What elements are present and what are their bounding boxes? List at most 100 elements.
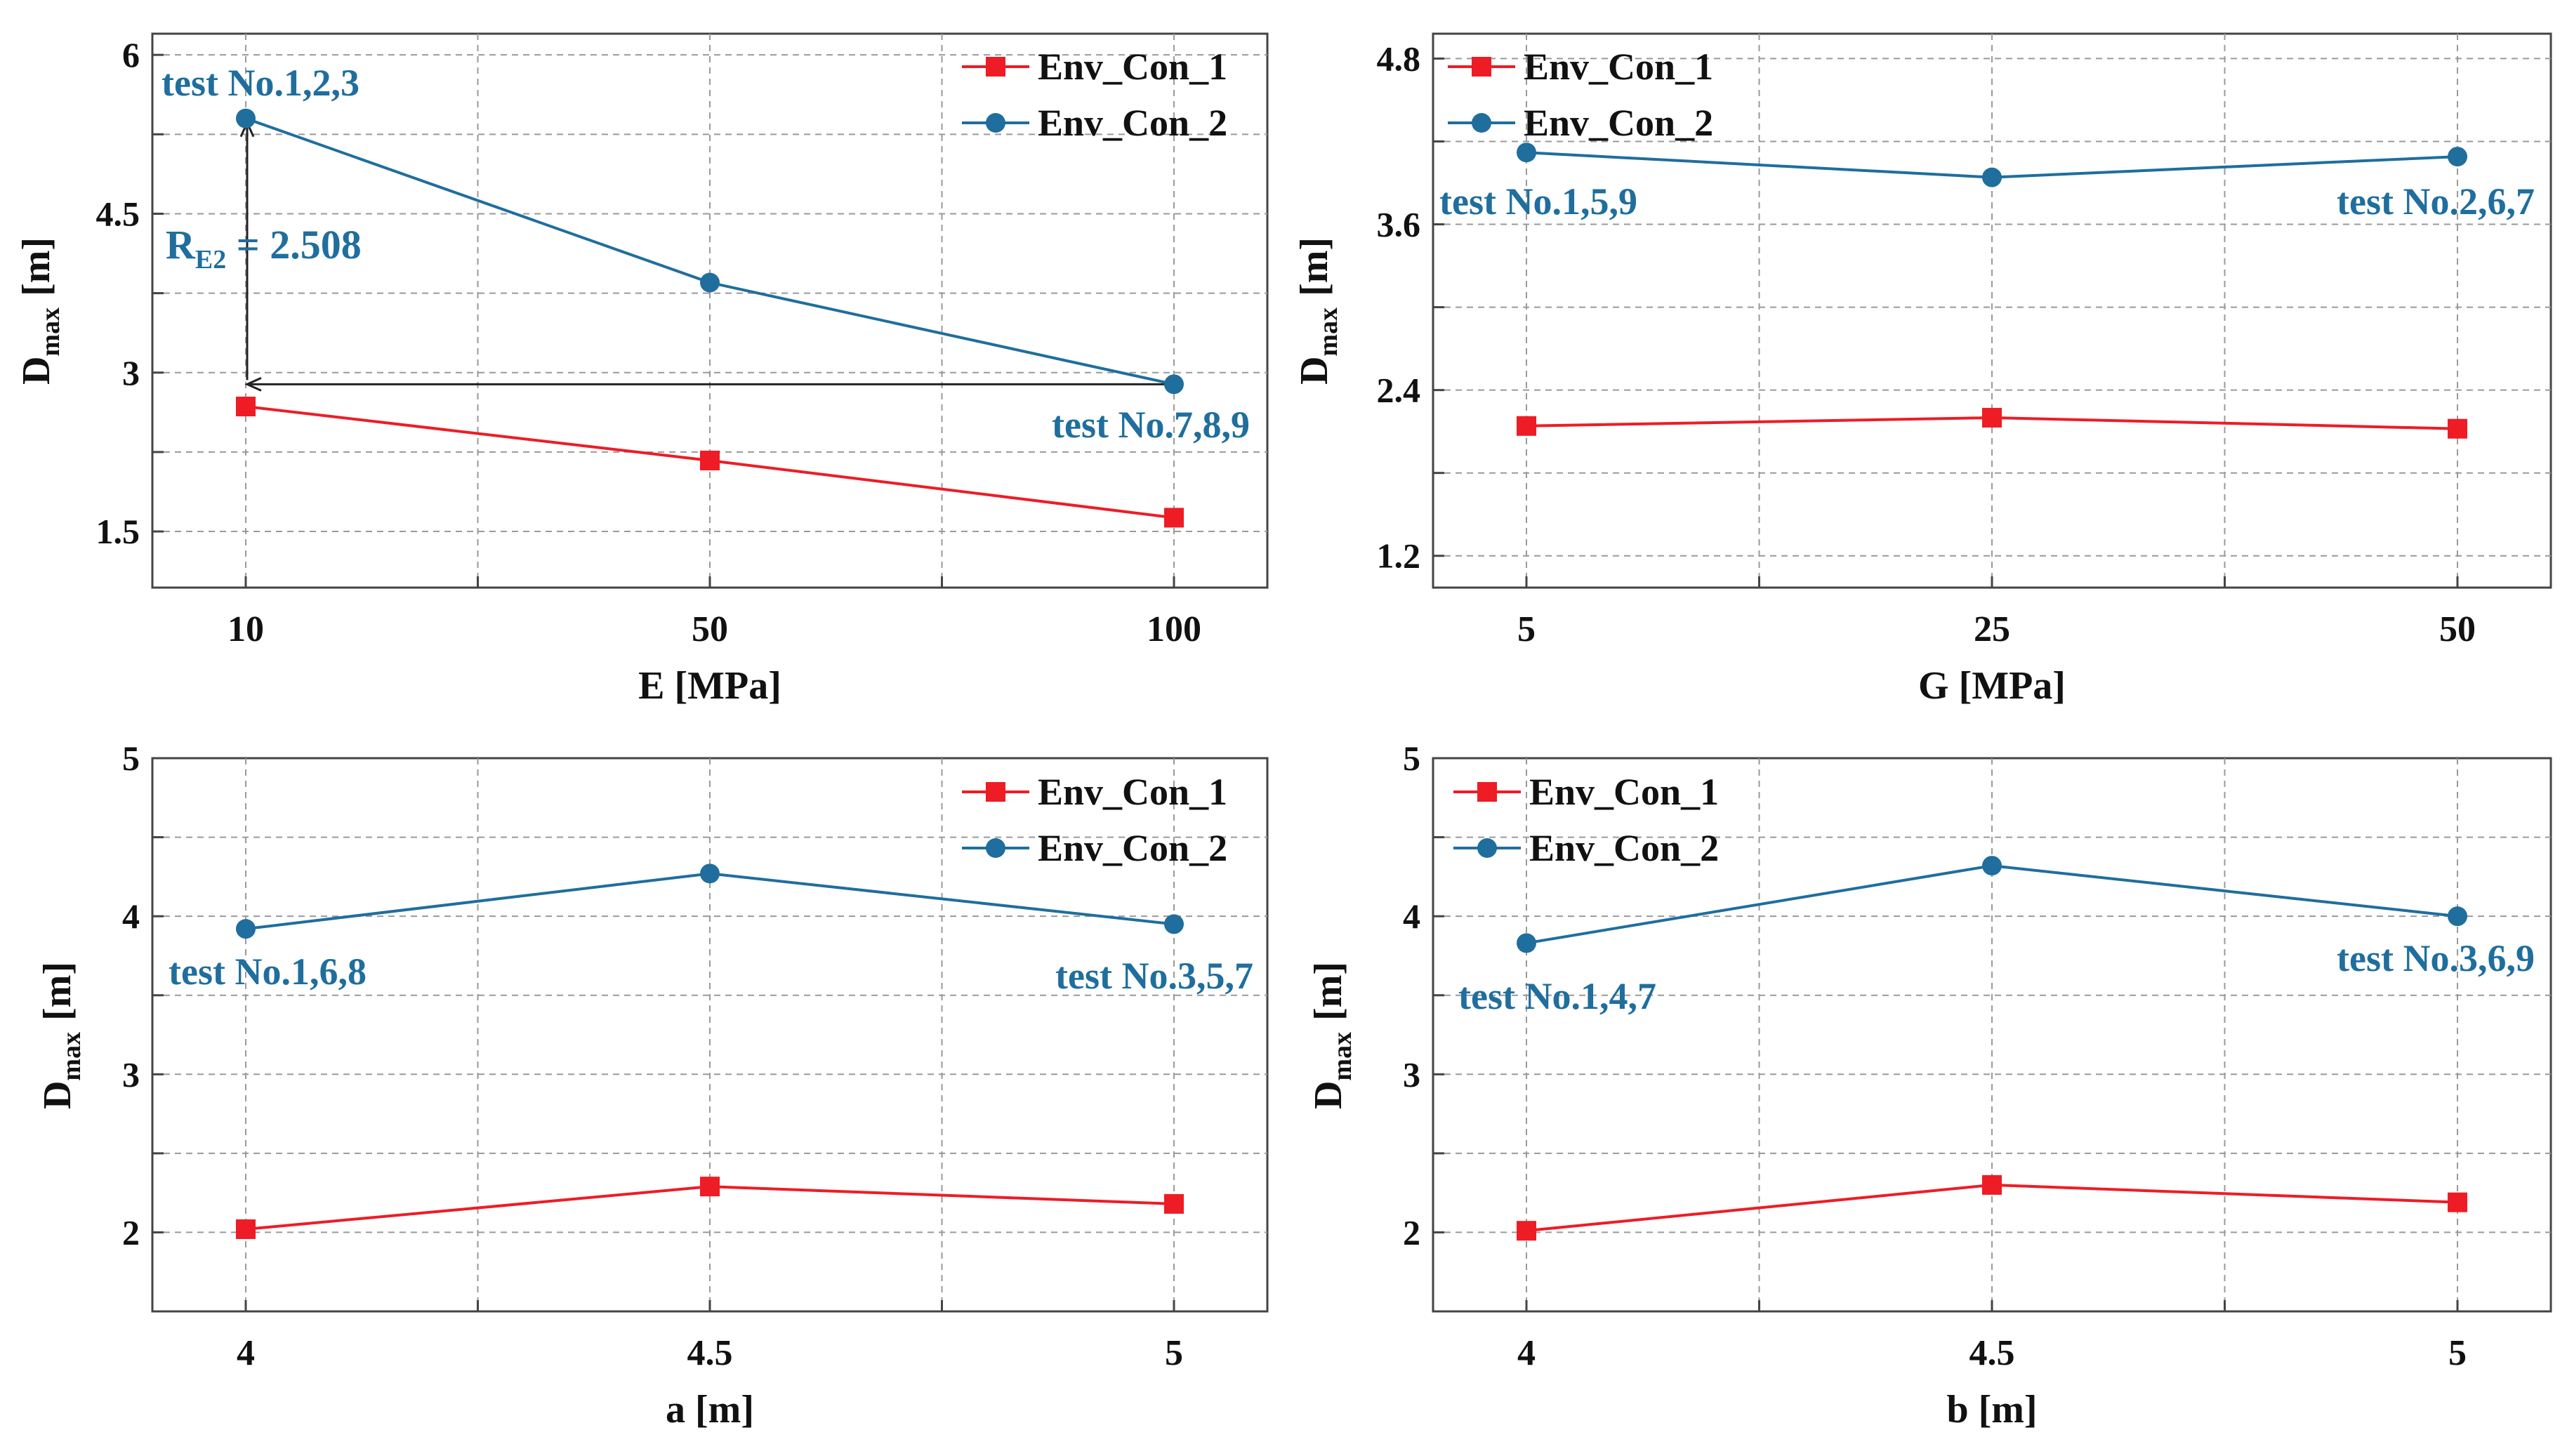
range-label: RE2 = 2.508: [166, 222, 362, 274]
x-tick-label: 4.5: [687, 1333, 733, 1373]
x-tick-label: 4.5: [1969, 1333, 2015, 1373]
y-axis-label-unit: [m]: [1307, 962, 1350, 1021]
data-point-square: [700, 1177, 720, 1197]
legend-marker-square: [1477, 782, 1497, 802]
y-tick-label: 5: [122, 739, 140, 778]
data-point-square: [1164, 508, 1184, 528]
data-point-square: [700, 450, 720, 470]
legend-label: Env_Con_2: [1524, 102, 1713, 144]
y-tick-label: 2.4: [1377, 371, 1421, 410]
range-label-main: R: [166, 222, 196, 267]
y-axis-label-main: D: [36, 1081, 79, 1109]
range-label-sub: E2: [195, 245, 226, 274]
y-axis-label-unit: [m]: [36, 962, 79, 1021]
data-point-circle: [1982, 167, 2002, 187]
data-point-square: [1982, 407, 2002, 428]
x-tick-label: 100: [1147, 609, 1201, 649]
data-point-circle: [1982, 856, 2002, 876]
y-tick-label: 3.6: [1377, 205, 1421, 244]
legend-marker-circle: [986, 838, 1005, 858]
legend-label: Env_Con_1: [1038, 46, 1227, 88]
data-point-circle: [236, 108, 256, 128]
y-tick-label: 4.5: [96, 194, 140, 233]
y-tick-label: 1.2: [1377, 536, 1421, 576]
y-axis-label-sub: max: [1328, 1032, 1357, 1081]
data-point-circle: [700, 863, 720, 884]
data-point-square: [236, 397, 256, 417]
data-point-circle: [1517, 143, 1536, 163]
y-tick-label: 5: [1403, 739, 1420, 778]
chart-panel-1: 1.5 3 4.5 6 10 50 100 E [MPa] Dmax [m] RE2 = 2.508…: [15, 32, 1269, 708]
test-annotation: test No.7,8,9: [1052, 404, 1250, 446]
y-axis-label-unit: [m]: [15, 237, 58, 296]
data-point-square: [2448, 1192, 2467, 1212]
legend-label: Env_Con_1: [1529, 771, 1719, 813]
chart-panel-2: 1.2 2.4 3.6 4.8 5 25 50 G [MPa] Dmax [m] test No.1…: [1293, 32, 2552, 708]
legend-marker-circle: [986, 113, 1005, 133]
y-axis-label-sub: max: [36, 307, 65, 357]
y-axis-label-sub: max: [57, 1032, 86, 1081]
y-tick-label: 2: [1403, 1212, 1420, 1252]
legend-marker-square: [986, 57, 1005, 77]
x-tick-label: 50: [2439, 609, 2476, 649]
test-annotation: test No.3,5,7: [1055, 955, 1253, 997]
y-tick-label: 4: [1403, 896, 1420, 936]
y-axis-label-main: D: [15, 357, 58, 385]
y-tick-label: 3: [122, 353, 140, 392]
data-point-square: [1517, 416, 1536, 436]
chart-panel-3: 2 3 4 5 4 4.5 5 a [m] Dmax [m] test No.1,6,8 test N…: [36, 739, 1269, 1431]
legend-label: Env_Con_1: [1524, 46, 1713, 88]
y-tick-label: 3: [122, 1054, 140, 1094]
y-tick-label: 1.5: [96, 512, 140, 551]
x-tick-label: 25: [1974, 609, 2010, 649]
range-label-value: = 2.508: [226, 222, 362, 267]
data-point-square: [1164, 1193, 1184, 1214]
chart-panel-4: 2 3 4 5 4 4.5 5 b [m] Dmax [m] test No.1,4,7 test N…: [1307, 739, 2552, 1431]
data-point-square: [1982, 1174, 2002, 1195]
legend-marker-square: [1472, 57, 1491, 77]
data-point-circle: [236, 919, 256, 939]
y-axis-label: Dmax [m]: [1307, 962, 1357, 1109]
y-axis-label-main: D: [1307, 1081, 1350, 1109]
test-annotation: test No.2,6,7: [2337, 180, 2535, 223]
data-point-square: [2448, 418, 2467, 439]
data-point-circle: [2448, 147, 2467, 167]
legend-marker-circle: [1472, 113, 1491, 133]
x-tick-label: 10: [227, 609, 264, 649]
x-tick-label: 4: [237, 1333, 255, 1373]
y-tick-label: 2: [122, 1212, 140, 1252]
x-axis-label: E [MPa]: [638, 664, 781, 708]
x-tick-label: 5: [1165, 1333, 1183, 1373]
data-point-square: [236, 1219, 256, 1239]
legend-marker-square: [986, 782, 1005, 802]
test-annotation: test No.1,5,9: [1439, 180, 1637, 223]
x-axis-label: a [m]: [666, 1388, 754, 1431]
test-annotation: test No.3,6,9: [2337, 937, 2535, 979]
range-arrowhead-left: [244, 376, 262, 392]
data-point-circle: [1517, 933, 1536, 953]
data-point-circle: [1164, 914, 1184, 934]
x-tick-label: 50: [692, 609, 728, 649]
legend-label: Env_Con_2: [1038, 102, 1227, 144]
x-tick-label: 4: [1517, 1333, 1536, 1373]
legend-marker-circle: [1477, 838, 1497, 858]
y-axis-label-main: D: [1293, 357, 1336, 385]
y-tick-label: 4: [122, 896, 140, 936]
x-axis-label: b [m]: [1946, 1388, 2037, 1431]
data-point-circle: [1164, 374, 1184, 395]
test-annotation: test No.1,6,8: [169, 951, 367, 993]
data-point-circle: [2448, 906, 2467, 927]
data-point-circle: [700, 272, 720, 293]
legend-label: Env_Con_1: [1038, 771, 1227, 813]
y-axis-label-unit: [m]: [1293, 237, 1336, 296]
legend-label: Env_Con_2: [1038, 827, 1227, 869]
test-annotation: test No.1,4,7: [1458, 975, 1656, 1017]
x-tick-label: 5: [2448, 1333, 2467, 1373]
y-axis-label: Dmax [m]: [36, 962, 86, 1109]
x-tick-label: 5: [1517, 609, 1536, 649]
y-tick-label: 6: [122, 35, 140, 74]
y-axis-label: Dmax [m]: [15, 237, 65, 385]
data-point-square: [1517, 1221, 1536, 1241]
y-axis-label-sub: max: [1314, 307, 1343, 357]
